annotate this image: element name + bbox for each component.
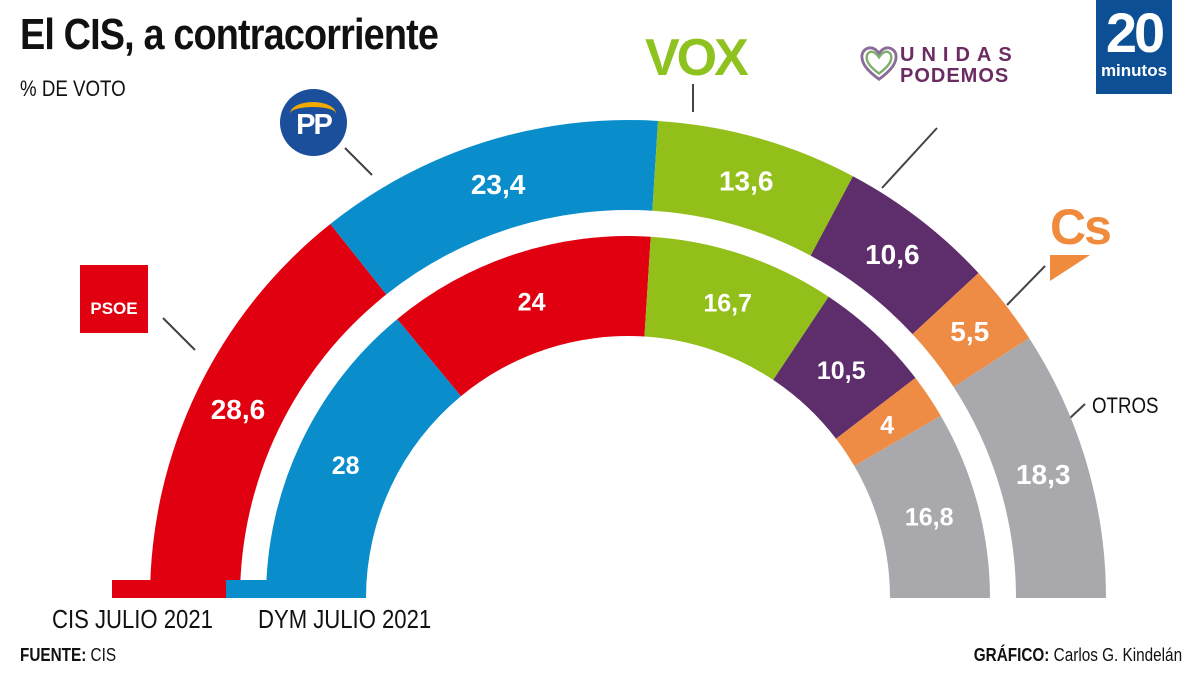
vox-logo: VOX <box>645 29 749 87</box>
legend-swatch-dym-pp <box>226 580 310 598</box>
pp-leader-line <box>344 147 373 176</box>
source-label: FUENTE: <box>20 645 87 665</box>
up-logo-line2: PODEMOS <box>900 65 1010 87</box>
leader-lines <box>162 84 1086 419</box>
outer-ring-label-psoe: 28,6 <box>211 394 266 425</box>
inner-ring-segment-otros <box>854 415 990 598</box>
source-note: FUENTE: CIS <box>20 645 116 666</box>
psoe-logo: PSOE <box>80 265 148 333</box>
logo-word: minutos <box>1100 61 1168 80</box>
outer-ring-label-vox: 13,6 <box>719 165 774 196</box>
outer-ring-label-pp: 23,4 <box>471 169 526 200</box>
credit-value: Carlos G. Kindelán <box>1049 645 1182 665</box>
psoe-leader-line <box>162 317 196 351</box>
inner-ring-label-pp: 28 <box>332 452 360 480</box>
inner-ring-segment-psoe <box>397 236 651 397</box>
legend-label-dym: DYM JULIO 2021 <box>258 604 432 634</box>
inner-ring-segment-cs <box>836 377 941 467</box>
outer-ring-segment-otros <box>953 338 1106 598</box>
inner-ring-label-otros: 16,8 <box>905 504 954 532</box>
cs-logo: Cs <box>1050 199 1112 255</box>
outer-ring-label-otros: 18,3 <box>1016 459 1071 490</box>
20minutos-logo: 20 minutos <box>1096 0 1172 94</box>
logo-number: 20 <box>1105 1 1165 64</box>
inner-ring-segment-vox <box>644 236 829 380</box>
cs-triangle-icon <box>1050 255 1090 281</box>
inner-ring-label-unidas-podemos: 10,5 <box>817 357 866 385</box>
outer-ring-segment-unidas-podemos <box>810 176 979 335</box>
inner-ring-segment-pp <box>266 319 461 598</box>
cs-leader-line <box>1006 265 1046 306</box>
inner-ring-label-vox: 16,7 <box>703 289 752 317</box>
outer-ring-label-unidas-podemos: 10,6 <box>865 239 920 270</box>
credit-note: GRÁFICO: Carlos G. Kindelán <box>974 645 1182 666</box>
credit-label: GRÁFICO: <box>973 645 1050 665</box>
legend-label-cis: CIS JULIO 2021 <box>52 604 213 634</box>
outer-ring-segment-vox <box>652 120 853 256</box>
inner-ring-label-psoe: 24 <box>518 288 546 316</box>
pp-logo-text: PP <box>296 109 333 141</box>
inner-ring-label-cs: 4 <box>880 411 894 439</box>
inner-ring-segment-unidas-podemos <box>773 296 916 439</box>
up-leader-line <box>881 127 938 189</box>
outer-ring-segment-psoe <box>150 224 387 598</box>
outer-ring-segment-cs <box>912 272 1030 388</box>
chart-title: El CIS, a contracorriente <box>20 10 439 59</box>
otros-leader-line <box>1069 403 1086 419</box>
heart-icon <box>860 46 898 81</box>
outer-ring-segment-pp <box>330 119 659 295</box>
pp-logo: PP <box>280 89 347 156</box>
chart-subtitle: % DE VOTO <box>20 76 126 101</box>
up-logo-line1: UNIDAS <box>900 44 1019 66</box>
legend-swatch-cis-psoe <box>112 580 196 598</box>
outer-ring-label-cs: 5,5 <box>950 316 989 347</box>
source-value: CIS <box>86 645 117 665</box>
pp-gull-icon <box>290 102 336 125</box>
otros-label: OTROS <box>1092 393 1159 418</box>
